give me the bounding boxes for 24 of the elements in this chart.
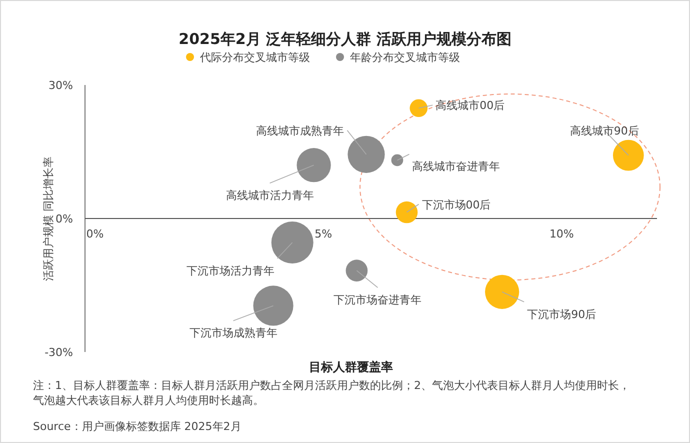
x-tick-label: 5%	[314, 228, 332, 240]
annotation: 高线城市奋进青年	[412, 160, 500, 174]
annotation: 下沉市场活力青年	[186, 264, 274, 278]
legend-item: 年龄分布交叉城市等级	[336, 51, 460, 64]
text: 注：1、目标人群覆盖率：目标人群月活跃用户数占全网月活跃用户数的比例；2、气泡大小代表目标人群月人均使用时长，	[33, 379, 630, 392]
chart-title: 2025年2月 泛年轻细分人群 活跃用户规模分布图	[178, 30, 512, 48]
annotation: 高线城市00后	[436, 99, 505, 112]
source-note: Source：用户画像标签数据库 2025年2月	[33, 420, 242, 433]
x-axis-title: 目标人群覆盖率	[309, 360, 393, 374]
annotation: 高线城市活力青年	[226, 189, 314, 202]
annotation: 高线城市成熟青年	[256, 124, 344, 138]
y-tick-label: 30%	[48, 79, 73, 92]
annotation: 下沉市场奋进青年	[334, 294, 422, 307]
x-tick-label: 10%	[549, 228, 574, 240]
legend-item: 代际分布交叉城市等级	[186, 51, 310, 64]
annotation: 高线城市90后	[570, 124, 639, 138]
y-axis-title: 活跃用户规模 同比增长率	[42, 156, 55, 281]
x-tick-label: 0%	[86, 228, 104, 240]
y-tick-label: -30%	[44, 346, 73, 359]
y-tick-label: 0%	[56, 212, 73, 226]
annotation: 下沉市场00后	[422, 198, 491, 212]
annotation: 下沉市场90后	[527, 308, 596, 321]
annotation: 下沉市场成熟青年	[189, 326, 278, 340]
text: 气泡越大代表该目标人群月人均使用时长越高。	[33, 394, 264, 407]
